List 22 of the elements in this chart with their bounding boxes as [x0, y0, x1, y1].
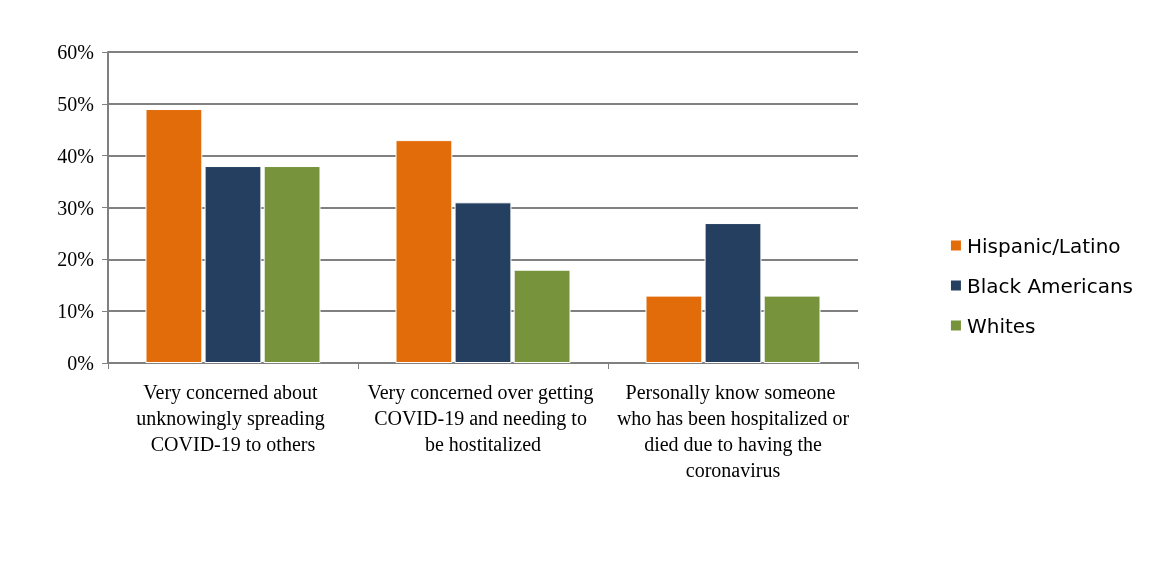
x-tick-label: Very concerned over getting COVID-19 and needing to be hostitalized	[367, 381, 599, 455]
bar	[204, 166, 262, 363]
bar	[513, 269, 571, 363]
y-tick-label: 10%	[57, 300, 94, 323]
legend-label: Hispanic/Latino	[966, 233, 1121, 258]
y-tick-label: 0%	[67, 352, 94, 374]
bar	[263, 166, 321, 363]
legend-label: Whites	[966, 313, 1036, 338]
x-tick-label: Personally know someone who has been hospitalized or died due to having the coronavirus	[616, 381, 850, 481]
bar	[395, 140, 453, 363]
bar	[763, 295, 821, 363]
y-tick-label: 40%	[57, 144, 94, 167]
bar	[454, 202, 512, 363]
bar	[145, 109, 203, 363]
y-tick-label: 30%	[57, 196, 94, 219]
bar	[704, 223, 762, 363]
y-tick-label: 60%	[57, 41, 94, 63]
y-tick-label: 50%	[57, 92, 94, 115]
bar	[645, 295, 703, 363]
x-tick-label: Very concerned about unknowingly spreading COVID-19 to others	[136, 381, 330, 455]
y-tick-label: 20%	[57, 248, 94, 271]
legend-label: Black Americans	[966, 273, 1134, 298]
